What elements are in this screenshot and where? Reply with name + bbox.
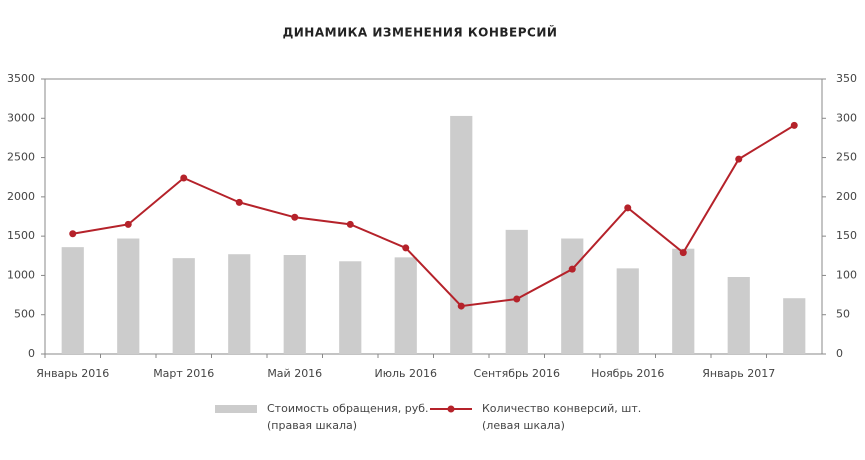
y2-tick-label: 200: [836, 190, 857, 203]
line-marker: [402, 244, 410, 252]
line-marker: [346, 220, 354, 228]
line-marker: [790, 121, 798, 129]
bar: [339, 261, 362, 354]
line-marker: [457, 302, 465, 310]
line-marker: [679, 249, 687, 257]
x-tick-label: Ноябрь 2016: [591, 367, 664, 380]
bar: [117, 238, 140, 354]
chart-title: ДИНАМИКА ИЗМЕНЕНИЯ КОНВЕРСИЙ: [283, 25, 558, 40]
x-tick-label: Март 2016: [153, 367, 214, 380]
y-tick-label: 3500: [7, 72, 35, 85]
bar: [672, 248, 695, 354]
line-marker: [624, 204, 632, 212]
bar: [450, 115, 473, 354]
bar: [172, 258, 195, 354]
legend-label: Стоимость обращения, руб.: [267, 402, 429, 415]
line-marker: [180, 174, 188, 182]
y2-tick-label: 0: [836, 347, 843, 360]
y-tick-label: 0: [28, 347, 35, 360]
bar: [561, 238, 584, 354]
x-tick-label: Январь 2017: [702, 367, 775, 380]
legend-label: Количество конверсий, шт.: [482, 402, 641, 415]
y-tick-label: 2000: [7, 190, 35, 203]
y-tick-label: 1000: [7, 268, 35, 281]
x-tick-label: Июль 2016: [375, 367, 438, 380]
bar: [283, 255, 306, 354]
line: [72, 124, 795, 308]
bar: [228, 254, 251, 354]
y2-tick-label: 100: [836, 268, 857, 281]
line-marker: [235, 198, 243, 206]
bar: [616, 268, 639, 354]
x-tick-label: Январь 2016: [36, 367, 109, 380]
line-marker: [69, 230, 77, 238]
legend-marker: [447, 405, 455, 413]
y2-tick-label: 300: [836, 111, 857, 124]
bar: [505, 229, 528, 354]
legend-swatch: [215, 405, 257, 413]
legend-note: (правая шкала): [267, 419, 357, 432]
x-tick-label: Май 2016: [267, 367, 322, 380]
y2-tick-label: 50: [836, 308, 850, 321]
line-marker: [291, 213, 299, 221]
y-tick-label: 500: [14, 308, 35, 321]
y-tick-label: 1500: [7, 229, 35, 242]
y2-tick-label: 150: [836, 229, 857, 242]
legend-note: (левая шкала): [482, 419, 565, 432]
bar: [394, 257, 417, 354]
line-marker: [513, 295, 521, 303]
line-marker: [568, 265, 576, 273]
y-tick-label: 2500: [7, 151, 35, 164]
y2-tick-label: 250: [836, 151, 857, 164]
line-marker: [124, 220, 132, 228]
line-marker: [735, 155, 743, 163]
bar: [61, 247, 84, 354]
x-tick-label: Сентябрь 2016: [474, 367, 560, 380]
bar: [727, 277, 750, 354]
y-tick-label: 3000: [7, 111, 35, 124]
y2-tick-label: 350: [836, 72, 857, 85]
bar: [783, 298, 806, 354]
